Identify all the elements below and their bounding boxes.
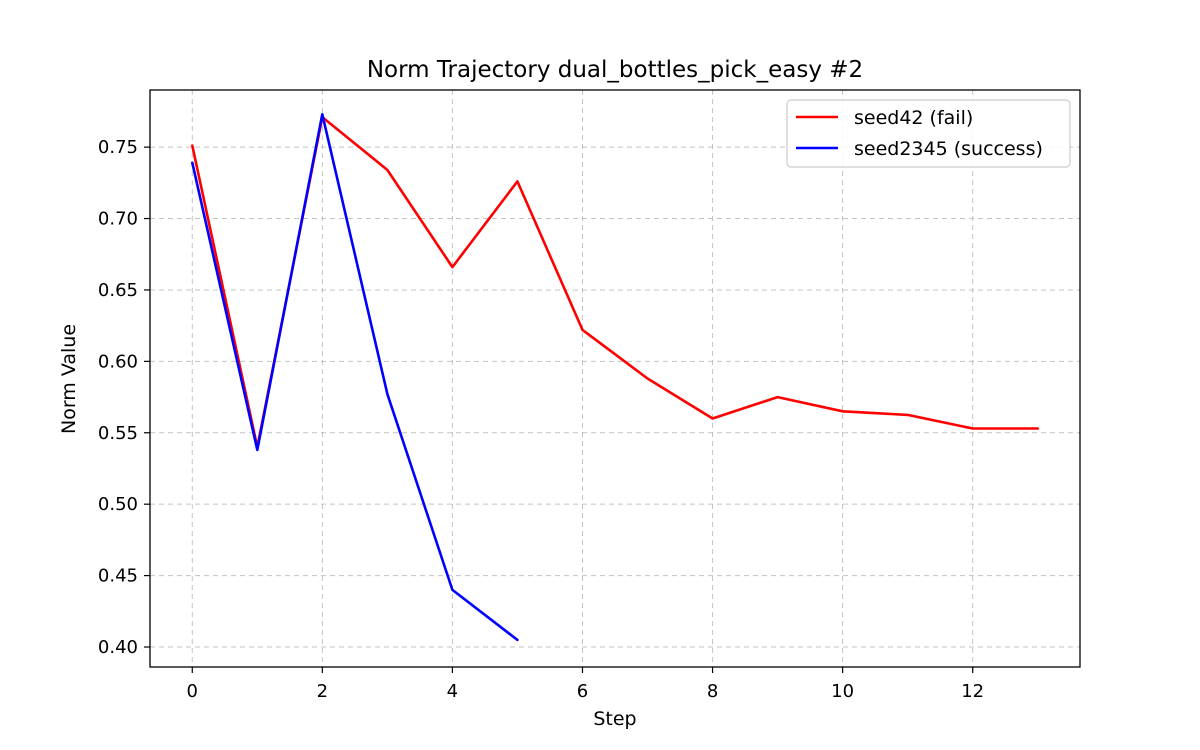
y-tick-label: 0.40 [98, 637, 138, 658]
y-tick-label: 0.75 [98, 137, 138, 158]
grid-layer [150, 90, 1080, 667]
y-tick-label: 0.55 [98, 423, 138, 444]
tick-layer: 0 2 4 6 8 10 12 0.40 0.45 0.50 0.55 0.60 0.65 0.70 0.7… [98, 137, 984, 702]
x-tick-label: 10 [831, 681, 854, 702]
legend-box [786, 99, 1071, 168]
legend: seed42 (fail) seed2345 (success) [786, 99, 1071, 168]
x-tick-label: 6 [577, 681, 588, 702]
y-tick-label: 0.60 [98, 351, 138, 372]
y-tick-label: 0.45 [98, 566, 138, 587]
x-axis-label: Step [593, 708, 636, 730]
y-tick-label: 0.65 [98, 280, 138, 301]
legend-label-seed42: seed42 (fail) [854, 107, 973, 129]
legend-label-seed2345: seed2345 (success) [854, 138, 1043, 160]
series-layer [191, 113, 1039, 642]
x-tick-label: 0 [187, 681, 198, 702]
series-line-1 [191, 113, 519, 642]
y-tick-label: 0.50 [98, 494, 138, 515]
y-axis-label: Norm Value [58, 324, 80, 434]
x-tick-label: 4 [447, 681, 458, 702]
plot-frame [149, 89, 1081, 668]
chart-title: Norm Trajectory dual_bottles_pick_easy #… [367, 57, 863, 83]
y-tick-label: 0.70 [98, 209, 138, 230]
series-line-0 [191, 115, 1039, 449]
x-tick-label: 8 [707, 681, 718, 702]
x-tick-label: 2 [317, 681, 328, 702]
x-tick-label: 12 [961, 681, 984, 702]
